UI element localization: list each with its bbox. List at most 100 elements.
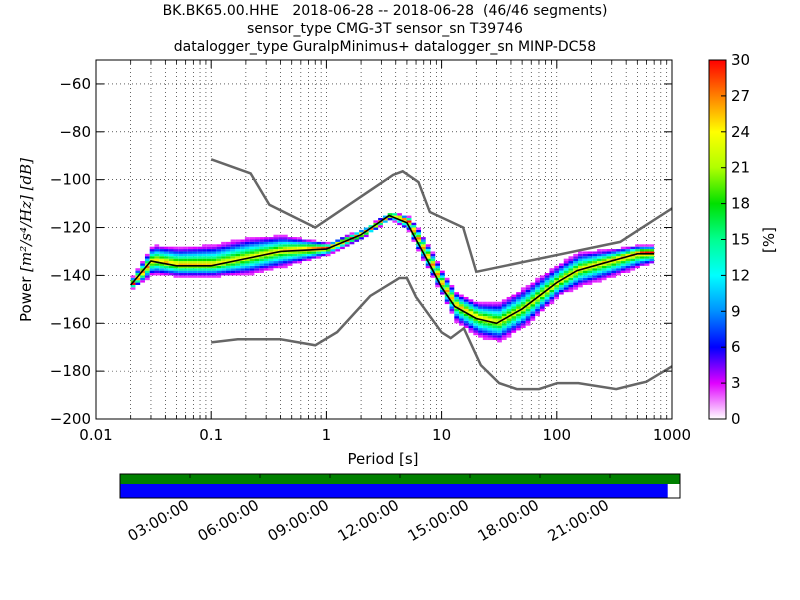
psd-histogram-cell [249, 241, 255, 245]
psd-histogram-cell [611, 275, 617, 278]
psd-histogram-cell [297, 239, 302, 242]
psd-histogram-cell [449, 306, 455, 309]
psd-histogram-cell [578, 261, 583, 264]
psd-histogram-cell [273, 253, 279, 257]
psd-histogram-cell [154, 244, 160, 247]
psd-histogram-cell [344, 234, 350, 238]
x-tick-label: 1 [322, 426, 332, 444]
psd-histogram-cell [539, 304, 545, 307]
psd-histogram-cell [292, 258, 298, 262]
psd-histogram-cell [221, 244, 226, 247]
psd-histogram-cell [444, 301, 450, 305]
psd-histogram-cell [306, 244, 312, 247]
psd-histogram-cell [225, 273, 231, 276]
psd-histogram-cell [197, 261, 203, 264]
psd-histogram-cell [349, 234, 355, 238]
psd-histogram-cell [449, 292, 455, 295]
psd-histogram-cell [492, 301, 498, 305]
psd-histogram-cell [520, 323, 526, 326]
psd-histogram-cell [573, 282, 579, 285]
psd-histogram-cell [216, 244, 222, 247]
psd-histogram-cell [149, 256, 155, 259]
psd-histogram-cell [373, 227, 379, 230]
psd-histogram-cell [206, 275, 212, 278]
psd-histogram-cell [135, 268, 141, 271]
psd-histogram-cell [463, 316, 469, 319]
psd-histogram-cell [454, 318, 460, 321]
psd-histogram-cell [202, 273, 207, 276]
psd-histogram-cell [244, 237, 250, 240]
psd-histogram-cell [178, 253, 184, 257]
plot-frame [95, 59, 673, 420]
psd-histogram-cell [501, 311, 507, 314]
psd-histogram-cell [587, 251, 593, 254]
psd-histogram-cell [340, 239, 345, 242]
psd-histogram-cell [639, 251, 645, 254]
psd-histogram-cell [282, 258, 288, 262]
psd-histogram-cell [325, 251, 331, 254]
psd-histogram-cell [268, 256, 274, 259]
psd-histogram-cell [468, 323, 474, 326]
psd-histogram-cell [159, 258, 164, 262]
psd-histogram-cell [578, 251, 583, 254]
psd-histogram-cell [482, 337, 488, 341]
psd-histogram-cell [335, 249, 341, 252]
psd-histogram-cell [178, 249, 184, 252]
psd-histogram-cell [297, 256, 302, 259]
psd-histogram-cell [430, 263, 436, 266]
psd-histogram-cell [263, 261, 269, 264]
y-tick-label: −140 [50, 266, 91, 284]
psd-histogram-cell [230, 270, 236, 273]
psd-histogram-cell [420, 256, 426, 259]
psd-histogram-cell [306, 239, 312, 242]
psd-histogram-cell [525, 306, 531, 309]
psd-histogram-cell [554, 296, 559, 300]
psd-histogram-cell [487, 337, 493, 341]
psd-histogram-cell [225, 258, 231, 262]
psd-histogram-cell [173, 246, 179, 250]
psd-histogram-cell [425, 249, 431, 252]
psd-histogram-cell [497, 332, 502, 336]
psd-histogram-cell [601, 249, 607, 252]
psd-histogram-cell [506, 320, 512, 324]
y-axis-label-prefix: Power [17, 276, 35, 322]
psd-histogram-cell [478, 306, 483, 309]
psd-histogram-cell [463, 320, 469, 324]
psd-histogram-cell [168, 265, 174, 269]
psd-histogram-cell [178, 251, 184, 254]
psd-histogram-cell [449, 284, 455, 288]
psd-histogram-cell [240, 256, 245, 259]
psd-histogram-cell [225, 251, 231, 254]
psd-histogram-cell [611, 273, 617, 276]
psd-histogram-cell [506, 306, 512, 309]
psd-histogram-cell [601, 263, 607, 266]
psd-histogram-cell [549, 294, 555, 297]
psd-histogram-cell [582, 265, 588, 269]
psd-histogram-cell [620, 258, 626, 262]
psd-histogram-cell [244, 268, 250, 271]
psd-histogram-cell [530, 301, 536, 305]
psd-histogram-cell [425, 258, 431, 262]
psd-histogram-cell [516, 292, 521, 295]
psd-histogram-cell [235, 249, 241, 252]
psd-histogram-cell [197, 249, 203, 252]
psd-histogram-cell [249, 268, 255, 271]
psd-histogram-cell [187, 270, 193, 273]
psd-histogram-cell [444, 299, 450, 302]
psd-histogram-cell [235, 253, 241, 257]
psd-histogram-cell [187, 265, 193, 269]
psd-histogram-cell [311, 241, 317, 245]
psd-histogram-cell [482, 311, 488, 314]
psd-histogram-cell [620, 263, 626, 266]
psd-histogram-cell [558, 263, 564, 266]
psd-histogram-cell [211, 275, 217, 278]
psd-histogram-cell [163, 258, 169, 262]
psd-histogram-cell [501, 313, 507, 317]
psd-histogram-cell [401, 217, 407, 221]
psd-histogram-cell [478, 304, 483, 307]
psd-histogram-cell [287, 261, 293, 264]
psd-histogram-cell [140, 275, 145, 278]
psd-histogram-cell [482, 323, 488, 326]
psd-histogram-cell [501, 308, 507, 312]
psd-histogram-cell [435, 261, 441, 264]
